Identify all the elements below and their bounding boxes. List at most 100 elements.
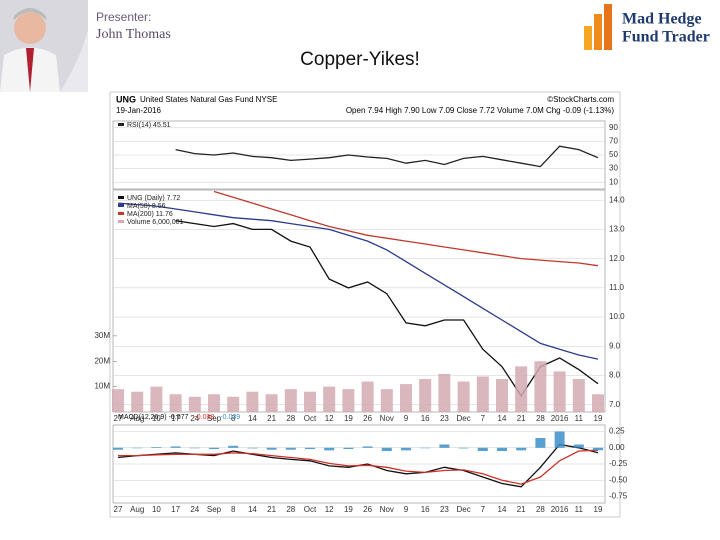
x-tick-label: 14: [248, 505, 257, 514]
stock-date: 19-Jan-2016: [116, 106, 161, 115]
x-tick-label: 12: [325, 505, 334, 514]
series-line: [118, 449, 599, 485]
x-tick-label: 21: [517, 414, 526, 423]
x-tick-label: 28: [536, 414, 545, 423]
bar: [342, 389, 355, 412]
bar: [132, 447, 143, 449]
x-tick-label: 28: [286, 505, 295, 514]
bar: [401, 447, 411, 451]
bar: [516, 447, 527, 451]
bar: [169, 394, 182, 412]
x-tick-label: 27: [114, 505, 123, 514]
bar: [285, 447, 296, 450]
y-tick-label: 70: [609, 137, 618, 146]
x-tick-label: 8: [231, 505, 236, 514]
bar: [534, 361, 547, 412]
series-line: [213, 190, 599, 267]
y-tick-label: 9.0: [609, 341, 621, 350]
logo-icon: [584, 4, 612, 50]
bar: [266, 447, 277, 450]
y-tick-label: 30M: [94, 331, 110, 340]
bar: [535, 438, 546, 448]
x-tick-label: Aug: [130, 414, 144, 423]
x-tick-label: 9: [404, 505, 409, 514]
x-tick-label: 17: [171, 505, 180, 514]
x-tick-label: 26: [363, 414, 372, 423]
y-tick-label: 0.00: [609, 443, 625, 452]
x-tick-label: 7: [481, 414, 486, 423]
x-tick-label: Nov: [380, 414, 394, 423]
x-tick-label: Sep: [207, 414, 222, 423]
legend-entry: MACD(12,26,9) -0.077: [118, 414, 189, 421]
series-line: [175, 220, 599, 398]
x-tick-label: 21: [267, 505, 276, 514]
x-tick-label: Oct: [304, 505, 317, 514]
legend-entry: UNG (Daily) 7.72: [127, 195, 180, 202]
stock-symbol: UNG: [116, 94, 136, 104]
x-tick-label: 21: [267, 414, 276, 423]
legend-swatch: [118, 196, 124, 199]
x-tick-label: 19: [344, 505, 353, 514]
y-tick-label: 13.0: [609, 225, 625, 234]
legend-swatch: [118, 123, 124, 126]
x-tick-label: 9: [404, 414, 409, 423]
x-tick-label: 26: [363, 505, 372, 514]
legend-entry: MA(200) 11.76: [127, 211, 173, 218]
bar: [209, 447, 219, 450]
bar: [381, 447, 392, 451]
bar: [113, 447, 123, 450]
bar: [420, 447, 431, 449]
bar: [284, 389, 297, 412]
legend-entry: -0.039: [220, 414, 240, 421]
legend-swatch: [118, 220, 124, 223]
bar: [304, 391, 316, 412]
x-tick-label: 12: [325, 414, 334, 423]
y-tick-label: -0.25: [609, 459, 628, 468]
slide-title: Copper-Yikes!: [300, 49, 420, 70]
x-tick-label: 19: [344, 414, 353, 423]
bar: [593, 447, 603, 451]
legend-entry: MA(50) 8.56: [127, 203, 166, 210]
x-tick-label: 17: [171, 414, 180, 423]
bar: [592, 394, 604, 412]
bar: [438, 373, 451, 412]
bar: [324, 447, 335, 451]
x-tick-label: 16: [421, 505, 430, 514]
bar: [419, 379, 432, 412]
x-tick-label: 14: [498, 414, 507, 423]
bar: [515, 366, 528, 412]
bar: [188, 396, 201, 412]
x-tick-label: 28: [286, 414, 295, 423]
bar: [400, 384, 412, 412]
bar: [362, 446, 373, 448]
panel-frame: [112, 189, 606, 413]
bar: [112, 389, 124, 412]
bar: [496, 379, 508, 412]
y-tick-label: 12.0: [609, 254, 625, 263]
bar: [228, 445, 239, 448]
bar: [170, 446, 181, 448]
x-tick-label: 24: [190, 505, 199, 514]
x-tick-label: 27: [114, 414, 123, 423]
bar: [208, 394, 220, 412]
y-tick-label: 0.25: [609, 427, 625, 436]
y-tick-label: 50: [609, 150, 618, 159]
bar: [323, 386, 336, 412]
x-tick-label: 10: [152, 414, 161, 423]
bar: [458, 447, 469, 449]
logo-text: Mad Hedge: [622, 11, 702, 28]
bar: [265, 394, 278, 412]
bar: [572, 379, 585, 412]
x-tick-label: 16: [421, 414, 430, 423]
stock-quote: Open 7.94 High 7.90 Low 7.09 Close 7.72 …: [346, 106, 614, 115]
source: ©StockCharts.com: [547, 95, 614, 104]
bar: [439, 444, 450, 448]
bar: [553, 371, 566, 412]
x-tick-label: 19: [594, 414, 603, 423]
x-tick-label: 23: [440, 414, 449, 423]
stock-name: United States Natural Gas Fund NYSE: [140, 95, 277, 104]
x-tick-label: Nov: [380, 505, 394, 514]
y-tick-label: 20M: [94, 356, 110, 365]
bar: [380, 389, 393, 412]
